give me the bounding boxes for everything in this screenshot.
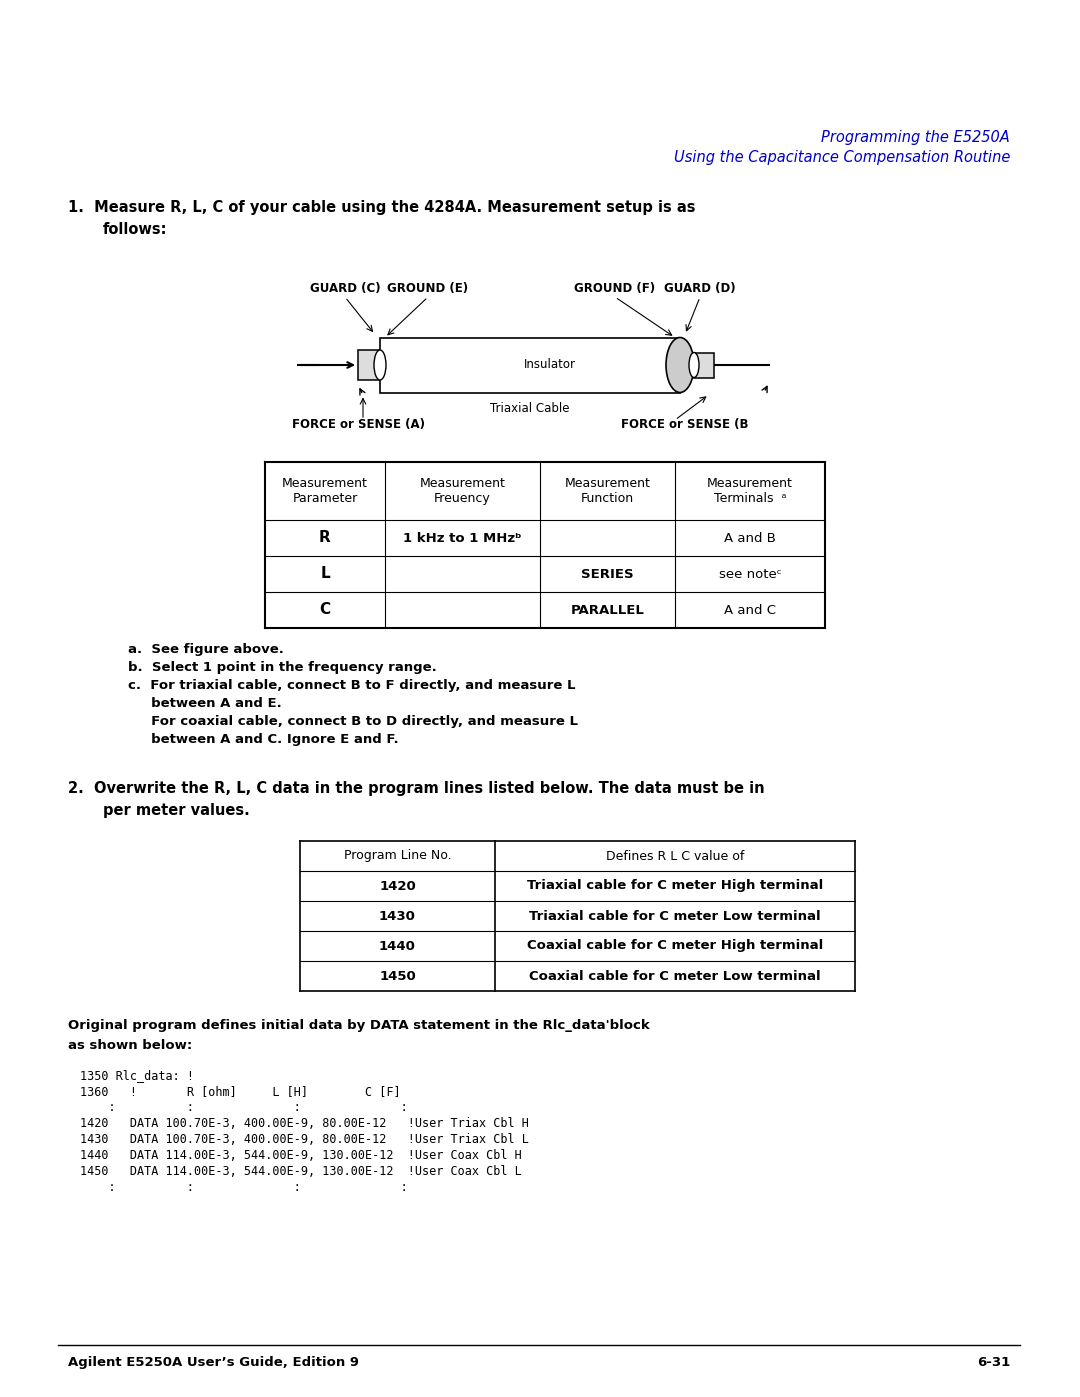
Text: SERIES: SERIES — [581, 567, 634, 581]
Text: FORCE or SENSE (B: FORCE or SENSE (B — [621, 418, 748, 432]
Text: 1430: 1430 — [379, 909, 416, 922]
Text: GUARD (C): GUARD (C) — [310, 282, 380, 295]
Text: see noteᶜ: see noteᶜ — [718, 567, 781, 581]
Text: Triaxial cable for C meter Low terminal: Triaxial cable for C meter Low terminal — [529, 909, 821, 922]
Text: c.  For triaxial cable, connect B to F directly, and measure L: c. For triaxial cable, connect B to F di… — [129, 679, 576, 692]
Text: Triaxial Cable: Triaxial Cable — [490, 402, 570, 415]
Text: between A and C. Ignore E and F.: between A and C. Ignore E and F. — [129, 733, 399, 746]
Text: GUARD (D): GUARD (D) — [664, 282, 735, 295]
Text: Coaxial cable for C meter Low terminal: Coaxial cable for C meter Low terminal — [529, 970, 821, 982]
Text: per meter values.: per meter values. — [103, 803, 249, 819]
Text: 1 kHz to 1 MHzᵇ: 1 kHz to 1 MHzᵇ — [403, 531, 522, 545]
Text: 2.  Overwrite the R, L, C data in the program lines listed below. The data must : 2. Overwrite the R, L, C data in the pro… — [68, 781, 765, 796]
Text: A and C: A and C — [724, 604, 777, 616]
Text: GROUND (E): GROUND (E) — [388, 282, 469, 295]
Text: 1450   DATA 114.00E-3, 544.00E-9, 130.00E-12  !User Coax Cbl L: 1450 DATA 114.00E-3, 544.00E-9, 130.00E-… — [80, 1165, 522, 1178]
Bar — [357, 351, 380, 380]
Text: FORCE or SENSE (A): FORCE or SENSE (A) — [292, 418, 424, 432]
Text: A and B: A and B — [724, 531, 775, 545]
Text: 1.  Measure R, L, C of your cable using the 4284A. Measurement setup is as: 1. Measure R, L, C of your cable using t… — [68, 200, 696, 215]
Text: 1450: 1450 — [379, 970, 416, 982]
Text: 1350 Rlc_data: !: 1350 Rlc_data: ! — [80, 1069, 194, 1083]
Text: GROUND (F): GROUND (F) — [575, 282, 656, 295]
Bar — [694, 352, 714, 377]
Text: Measurement
Function: Measurement Function — [565, 476, 650, 504]
Text: Insulator: Insulator — [524, 359, 576, 372]
Text: Original program defines initial data by DATA statement in the Rlc_data'block: Original program defines initial data by… — [68, 1018, 650, 1032]
Text: Measurement
Terminals  ᵃ: Measurement Terminals ᵃ — [707, 476, 793, 504]
Text: R: R — [319, 531, 330, 545]
Text: Programming the E5250A: Programming the E5250A — [821, 130, 1010, 145]
Text: Using the Capacitance Compensation Routine: Using the Capacitance Compensation Routi… — [674, 149, 1010, 165]
Text: 6-31: 6-31 — [976, 1356, 1010, 1369]
Text: Measurement
Freuency: Measurement Freuency — [419, 476, 505, 504]
Text: :          :              :              :: : : : : — [80, 1101, 408, 1113]
Text: Program Line No.: Program Line No. — [343, 849, 451, 862]
Text: Defines R L C value of: Defines R L C value of — [606, 849, 744, 862]
Bar — [380, 338, 680, 393]
Ellipse shape — [666, 338, 694, 393]
Text: Agilent E5250A User’s Guide, Edition 9: Agilent E5250A User’s Guide, Edition 9 — [68, 1356, 359, 1369]
Text: PARALLEL: PARALLEL — [570, 604, 645, 616]
Text: :          :              :              :: : : : : — [80, 1180, 408, 1194]
Text: 1360   !       R [ohm]     L [H]        C [F]: 1360 ! R [ohm] L [H] C [F] — [80, 1085, 401, 1098]
Text: follows:: follows: — [103, 222, 167, 237]
Text: as shown below:: as shown below: — [68, 1039, 192, 1052]
Text: 1430   DATA 100.70E-3, 400.00E-9, 80.00E-12   !User Triax Cbl L: 1430 DATA 100.70E-3, 400.00E-9, 80.00E-1… — [80, 1133, 529, 1146]
Text: 1420   DATA 100.70E-3, 400.00E-9, 80.00E-12   !User Triax Cbl H: 1420 DATA 100.70E-3, 400.00E-9, 80.00E-1… — [80, 1118, 529, 1130]
Text: 1440   DATA 114.00E-3, 544.00E-9, 130.00E-12  !User Coax Cbl H: 1440 DATA 114.00E-3, 544.00E-9, 130.00E-… — [80, 1148, 522, 1162]
Text: between A and E.: between A and E. — [129, 697, 282, 710]
Text: C: C — [320, 602, 330, 617]
Text: b.  Select 1 point in the frequency range.: b. Select 1 point in the frequency range… — [129, 661, 436, 673]
Ellipse shape — [689, 352, 699, 377]
Text: 1420: 1420 — [379, 880, 416, 893]
Text: L: L — [320, 567, 329, 581]
Text: Coaxial cable for C meter High terminal: Coaxial cable for C meter High terminal — [527, 940, 823, 953]
Text: Measurement
Parameter: Measurement Parameter — [282, 476, 368, 504]
Text: a.  See figure above.: a. See figure above. — [129, 643, 284, 657]
Text: For coaxial cable, connect B to D directly, and measure L: For coaxial cable, connect B to D direct… — [129, 715, 578, 728]
Text: Triaxial cable for C meter High terminal: Triaxial cable for C meter High terminal — [527, 880, 823, 893]
Ellipse shape — [374, 351, 386, 380]
Text: 1440: 1440 — [379, 940, 416, 953]
